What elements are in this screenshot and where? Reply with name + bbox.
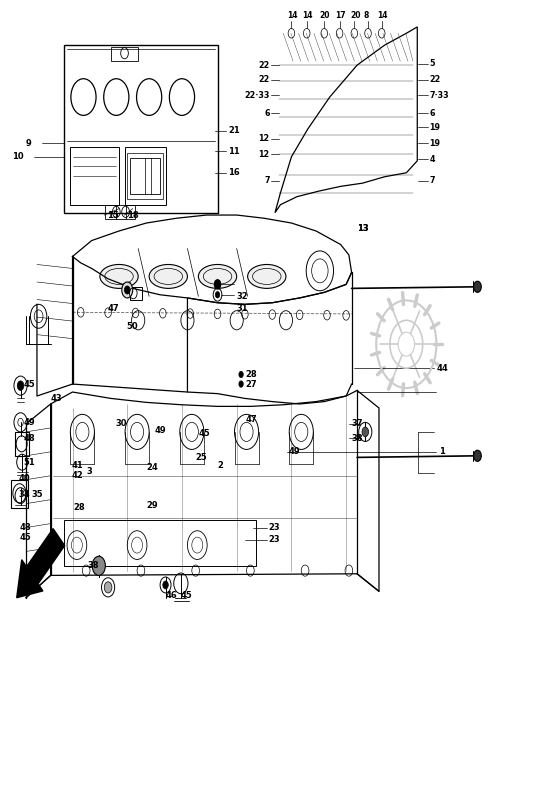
- Text: 43: 43: [51, 394, 62, 403]
- Text: 19: 19: [430, 123, 441, 132]
- Text: 12: 12: [258, 134, 270, 143]
- Circle shape: [163, 581, 168, 589]
- Text: 7: 7: [430, 176, 435, 186]
- Text: 20: 20: [320, 11, 331, 20]
- Text: 46: 46: [166, 591, 177, 600]
- Text: 51: 51: [23, 458, 35, 466]
- Text: 13: 13: [357, 224, 368, 233]
- Circle shape: [362, 427, 369, 437]
- Text: 45: 45: [199, 429, 210, 438]
- Circle shape: [124, 286, 130, 294]
- Text: 42: 42: [72, 471, 83, 480]
- Text: 30: 30: [115, 419, 126, 429]
- Circle shape: [214, 280, 221, 289]
- Text: 48: 48: [19, 523, 31, 532]
- Bar: [106, 205, 135, 219]
- Text: 14: 14: [287, 11, 298, 20]
- Text: 21: 21: [228, 126, 240, 135]
- Text: 7·33: 7·33: [430, 91, 449, 100]
- Circle shape: [474, 282, 481, 292]
- Text: 10: 10: [12, 152, 23, 162]
- Text: 6: 6: [264, 109, 270, 118]
- Text: 34: 34: [19, 490, 31, 498]
- Text: 25: 25: [196, 453, 207, 462]
- Text: 48: 48: [23, 434, 35, 442]
- FancyArrow shape: [16, 529, 64, 598]
- Bar: [111, 47, 138, 61]
- Text: 29: 29: [146, 501, 158, 510]
- Text: 41: 41: [72, 461, 83, 470]
- Text: 45: 45: [19, 533, 31, 542]
- Bar: [64, 46, 218, 213]
- Text: 50: 50: [126, 322, 138, 331]
- Text: 28: 28: [74, 503, 85, 512]
- Circle shape: [239, 381, 243, 387]
- Text: 22: 22: [430, 75, 441, 84]
- Text: 47: 47: [245, 415, 257, 425]
- Text: 49: 49: [23, 418, 35, 427]
- Text: 38: 38: [87, 562, 99, 570]
- Text: 31: 31: [236, 304, 248, 313]
- Text: 19: 19: [430, 138, 441, 148]
- Text: 23: 23: [268, 523, 280, 532]
- Text: 9: 9: [26, 138, 31, 148]
- Text: 47: 47: [107, 304, 119, 313]
- Text: 17: 17: [335, 11, 346, 20]
- Text: 23: 23: [268, 535, 280, 544]
- Circle shape: [474, 450, 481, 462]
- Text: 14: 14: [377, 11, 388, 20]
- Text: 27: 27: [245, 379, 256, 389]
- Text: 18: 18: [127, 210, 139, 219]
- Bar: [70, 147, 119, 205]
- Ellipse shape: [100, 265, 138, 288]
- Ellipse shape: [199, 265, 236, 288]
- Text: 5: 5: [430, 59, 435, 68]
- Text: 40: 40: [19, 474, 31, 482]
- Text: 35: 35: [31, 490, 43, 498]
- Bar: [124, 147, 166, 205]
- Text: 11: 11: [228, 146, 240, 156]
- Text: 22: 22: [258, 61, 270, 70]
- Bar: [130, 286, 142, 299]
- Text: 20: 20: [350, 11, 360, 20]
- Text: 22·33: 22·33: [244, 91, 270, 100]
- Text: 49: 49: [155, 426, 166, 434]
- Text: 2: 2: [218, 461, 223, 470]
- Text: 16: 16: [228, 168, 240, 178]
- Circle shape: [92, 556, 106, 575]
- Circle shape: [239, 371, 243, 378]
- Text: 14: 14: [302, 11, 313, 20]
- Circle shape: [104, 582, 112, 593]
- Bar: [64, 519, 256, 566]
- Text: 28: 28: [245, 370, 256, 379]
- Text: 8: 8: [364, 11, 369, 20]
- Text: 49: 49: [289, 447, 300, 456]
- Text: 44: 44: [437, 364, 448, 373]
- Text: 24: 24: [146, 463, 158, 472]
- Text: 38: 38: [351, 434, 363, 442]
- Text: 6: 6: [430, 109, 435, 118]
- Text: 45: 45: [23, 379, 35, 389]
- Text: 3: 3: [86, 467, 92, 476]
- Text: 32: 32: [236, 292, 248, 301]
- Ellipse shape: [248, 265, 286, 288]
- Text: 22: 22: [258, 75, 270, 84]
- Text: 37: 37: [351, 419, 363, 429]
- Ellipse shape: [149, 265, 188, 288]
- Circle shape: [17, 381, 24, 390]
- Text: 4: 4: [430, 154, 435, 164]
- Bar: [130, 158, 160, 194]
- Circle shape: [122, 282, 133, 298]
- Circle shape: [216, 291, 220, 298]
- Bar: [15, 432, 29, 456]
- Text: 45: 45: [181, 591, 192, 600]
- Text: 1: 1: [439, 447, 445, 456]
- Bar: [11, 480, 28, 508]
- Text: 13: 13: [357, 224, 368, 233]
- Text: 12: 12: [258, 150, 270, 159]
- Text: 7: 7: [264, 176, 270, 186]
- Bar: [127, 153, 163, 199]
- Text: 15: 15: [107, 210, 119, 219]
